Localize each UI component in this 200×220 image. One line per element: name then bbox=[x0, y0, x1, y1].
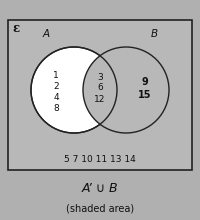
Text: (shaded area): (shaded area) bbox=[66, 203, 134, 213]
Text: 4: 4 bbox=[53, 92, 59, 101]
Text: 15: 15 bbox=[138, 90, 152, 100]
Text: ε: ε bbox=[12, 22, 19, 35]
Text: 9: 9 bbox=[142, 77, 148, 87]
Circle shape bbox=[31, 47, 117, 133]
Text: 5 7 10 11 13 14: 5 7 10 11 13 14 bbox=[64, 154, 136, 163]
Bar bbox=[8, 20, 192, 170]
Text: 1: 1 bbox=[53, 70, 59, 79]
Text: 2: 2 bbox=[53, 81, 59, 90]
Text: 3: 3 bbox=[97, 73, 103, 81]
Text: A’ ∪ B: A’ ∪ B bbox=[82, 182, 118, 194]
Text: 8: 8 bbox=[53, 103, 59, 112]
Text: 12: 12 bbox=[94, 95, 106, 103]
Text: 6: 6 bbox=[97, 84, 103, 92]
Text: B: B bbox=[150, 29, 158, 39]
Circle shape bbox=[83, 47, 169, 133]
Text: A: A bbox=[42, 29, 50, 39]
